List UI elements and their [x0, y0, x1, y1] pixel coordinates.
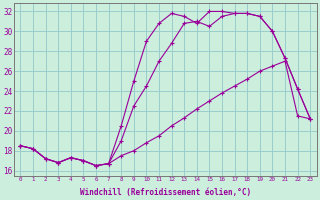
X-axis label: Windchill (Refroidissement éolien,°C): Windchill (Refroidissement éolien,°C) [80, 188, 251, 197]
